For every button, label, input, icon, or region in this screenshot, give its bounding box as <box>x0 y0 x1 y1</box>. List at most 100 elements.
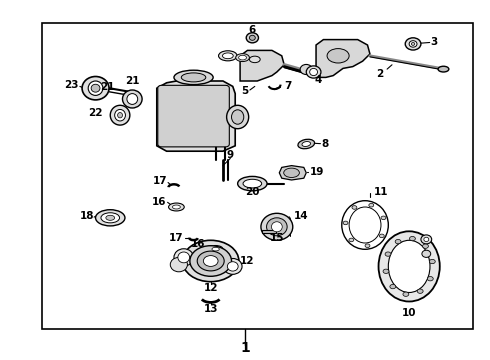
Ellipse shape <box>284 168 299 177</box>
Circle shape <box>369 203 374 207</box>
Text: 1: 1 <box>240 342 250 355</box>
Ellipse shape <box>208 246 223 253</box>
Ellipse shape <box>127 94 138 104</box>
Circle shape <box>383 269 389 274</box>
Ellipse shape <box>405 38 421 50</box>
Ellipse shape <box>110 105 130 125</box>
Circle shape <box>403 292 409 296</box>
Text: 7: 7 <box>284 81 292 91</box>
Text: 23: 23 <box>64 80 78 90</box>
Ellipse shape <box>422 250 431 257</box>
Ellipse shape <box>212 247 220 251</box>
Ellipse shape <box>115 109 125 121</box>
Ellipse shape <box>178 252 190 263</box>
Text: 22: 22 <box>88 108 103 118</box>
Ellipse shape <box>246 33 259 43</box>
Ellipse shape <box>174 249 194 266</box>
Circle shape <box>381 216 386 220</box>
Ellipse shape <box>182 240 239 282</box>
Ellipse shape <box>342 201 388 249</box>
Text: 3: 3 <box>430 37 438 48</box>
Polygon shape <box>240 50 284 81</box>
Ellipse shape <box>238 176 267 191</box>
Ellipse shape <box>249 56 260 63</box>
Text: 8: 8 <box>321 139 328 149</box>
Text: 2: 2 <box>376 69 383 79</box>
Ellipse shape <box>82 77 109 100</box>
Ellipse shape <box>197 251 224 271</box>
Polygon shape <box>279 166 306 180</box>
Circle shape <box>343 221 348 225</box>
Ellipse shape <box>91 84 100 92</box>
Ellipse shape <box>421 235 432 244</box>
Ellipse shape <box>96 210 125 226</box>
Ellipse shape <box>226 105 249 129</box>
Circle shape <box>410 237 416 241</box>
Text: 12: 12 <box>240 256 255 266</box>
Ellipse shape <box>190 246 232 276</box>
Ellipse shape <box>232 110 244 124</box>
Circle shape <box>385 252 391 256</box>
Bar <box>42 23 473 329</box>
Ellipse shape <box>412 42 415 45</box>
Ellipse shape <box>438 66 449 72</box>
Text: 18: 18 <box>80 211 95 221</box>
Text: 5: 5 <box>241 86 248 96</box>
Ellipse shape <box>267 218 287 236</box>
Text: 17: 17 <box>153 176 168 186</box>
Ellipse shape <box>306 66 321 78</box>
Text: 14: 14 <box>294 211 309 221</box>
Text: 4: 4 <box>315 75 322 85</box>
Ellipse shape <box>409 41 417 47</box>
Text: 17: 17 <box>169 233 184 243</box>
Ellipse shape <box>223 258 242 274</box>
Ellipse shape <box>174 70 213 85</box>
Ellipse shape <box>388 240 430 292</box>
Ellipse shape <box>222 53 233 59</box>
Text: 19: 19 <box>310 167 324 177</box>
Bar <box>262 230 276 233</box>
Text: 20: 20 <box>245 186 260 197</box>
Ellipse shape <box>310 68 318 76</box>
Ellipse shape <box>172 205 180 209</box>
Ellipse shape <box>424 237 429 242</box>
Ellipse shape <box>378 231 440 302</box>
Text: 16: 16 <box>152 197 167 207</box>
Ellipse shape <box>181 73 206 82</box>
Ellipse shape <box>236 54 249 62</box>
Text: 21: 21 <box>125 76 140 86</box>
Circle shape <box>422 244 428 248</box>
Text: 21: 21 <box>100 82 115 92</box>
Ellipse shape <box>122 90 142 108</box>
Ellipse shape <box>298 139 315 149</box>
Ellipse shape <box>243 179 262 188</box>
Circle shape <box>417 289 423 293</box>
Circle shape <box>349 238 354 242</box>
Ellipse shape <box>101 213 120 223</box>
Ellipse shape <box>249 35 255 40</box>
Ellipse shape <box>239 55 246 60</box>
Text: 16: 16 <box>191 239 206 249</box>
Circle shape <box>395 239 401 244</box>
Text: 15: 15 <box>270 233 284 243</box>
Text: 10: 10 <box>402 308 416 318</box>
Ellipse shape <box>300 64 313 75</box>
Ellipse shape <box>327 49 349 63</box>
Ellipse shape <box>106 215 115 220</box>
Ellipse shape <box>219 51 237 61</box>
Ellipse shape <box>302 141 311 147</box>
Polygon shape <box>157 81 235 151</box>
Circle shape <box>365 244 370 248</box>
Ellipse shape <box>227 262 238 271</box>
Text: 11: 11 <box>373 186 388 197</box>
Text: 9: 9 <box>227 150 234 160</box>
Text: 6: 6 <box>249 24 256 35</box>
Circle shape <box>429 259 435 264</box>
Circle shape <box>352 206 357 209</box>
Text: 12: 12 <box>203 283 218 293</box>
Ellipse shape <box>271 222 282 232</box>
Circle shape <box>390 284 396 289</box>
Circle shape <box>427 276 433 281</box>
Ellipse shape <box>261 213 293 240</box>
Polygon shape <box>316 40 370 77</box>
